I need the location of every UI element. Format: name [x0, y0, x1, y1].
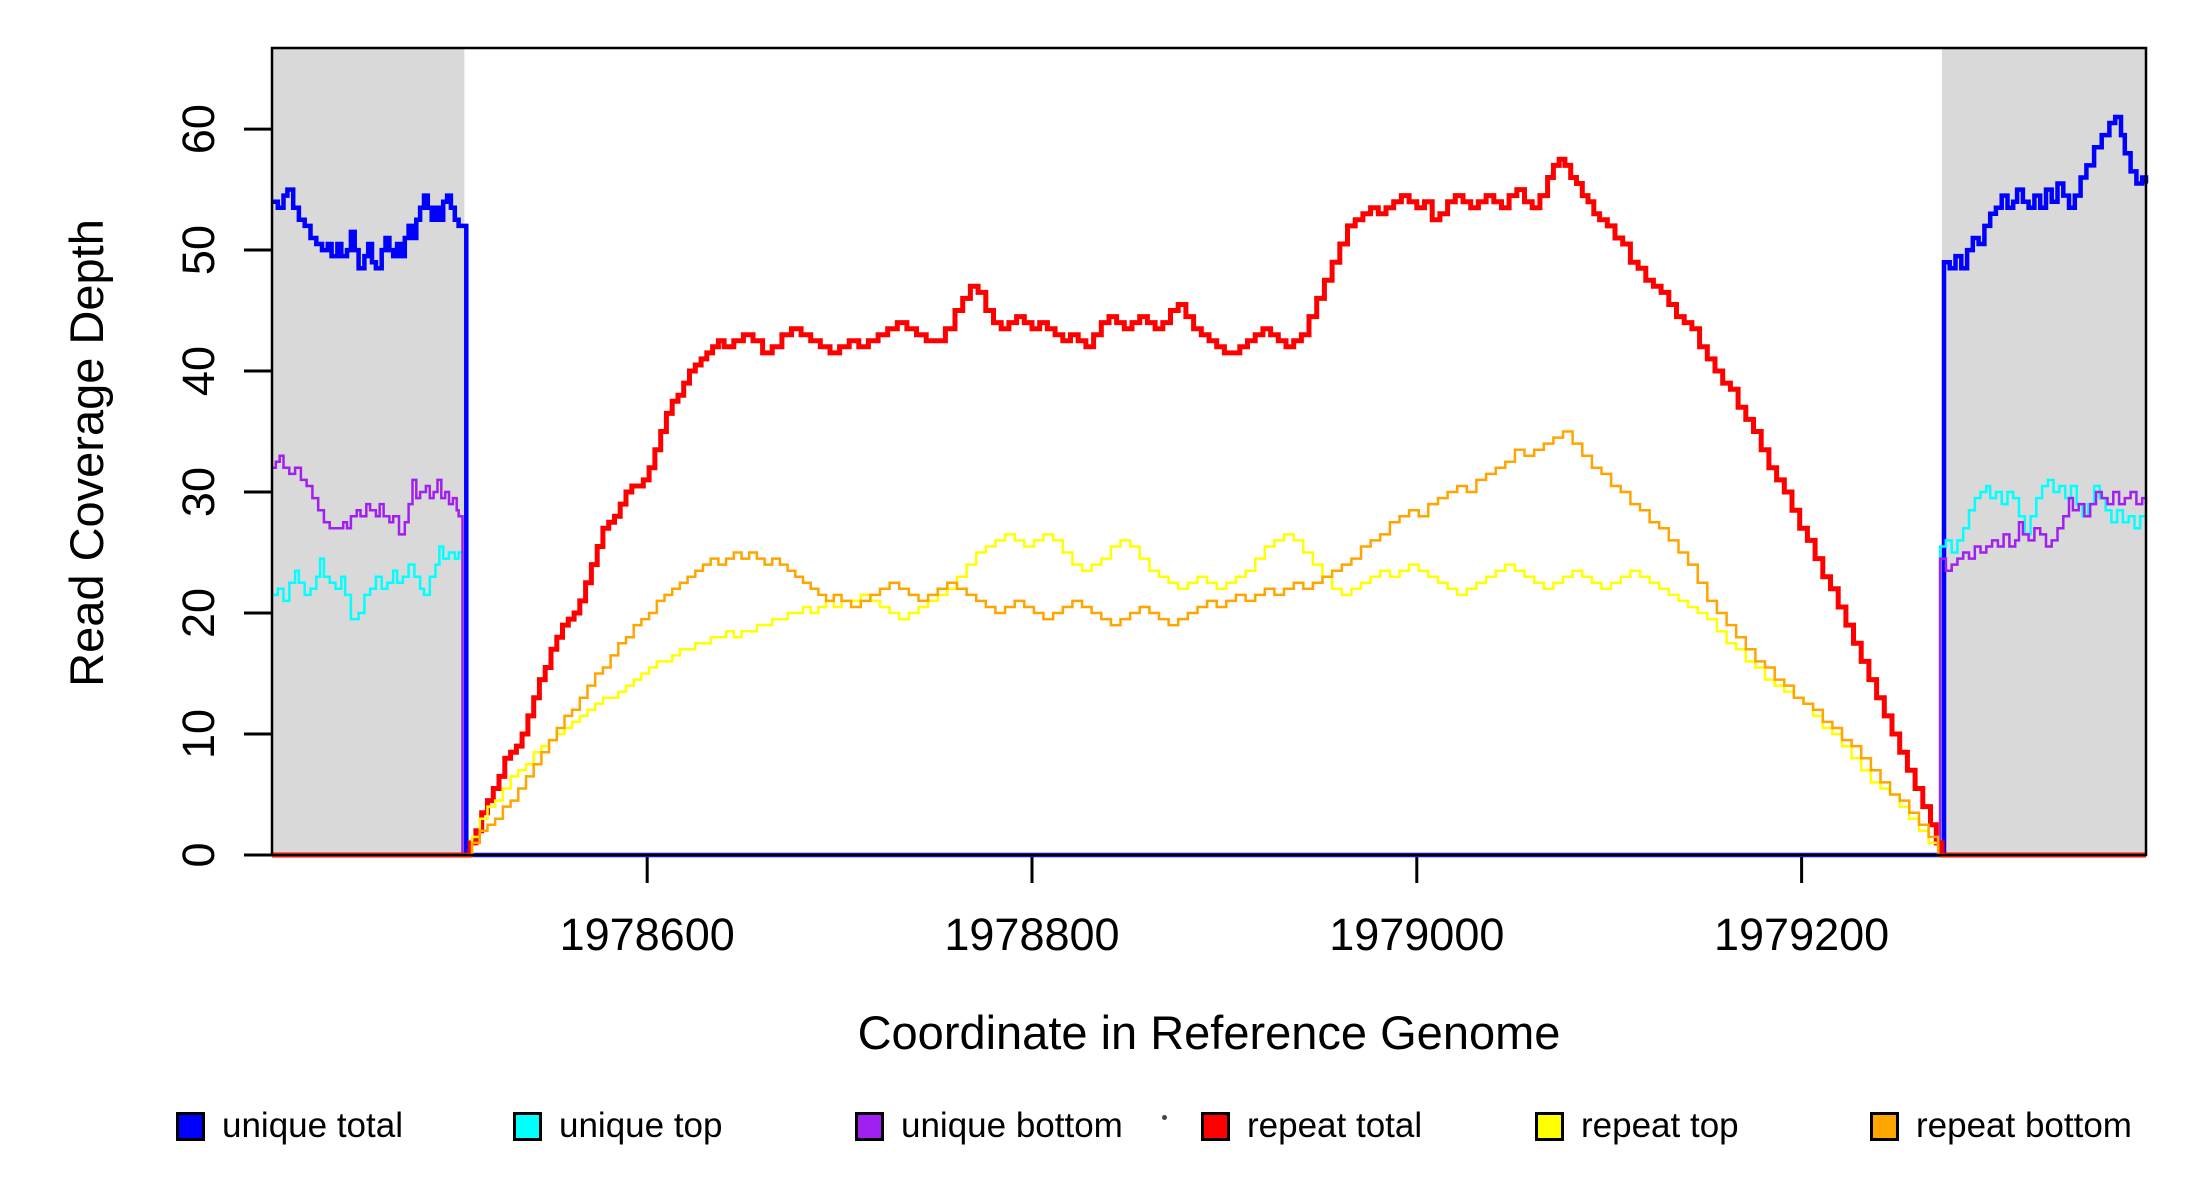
repeat-top-swatch-icon	[1535, 1111, 1564, 1141]
legend-item-repeat-total: repeat total	[1201, 1106, 1422, 1146]
legend-label: unique top	[559, 1106, 723, 1145]
x-axis-title: Coordinate in Reference Genome	[857, 1006, 1561, 1059]
series-repeat-top	[272, 533, 2146, 857]
x-tick-label: 1979200	[1714, 909, 1889, 960]
plot-border	[270, 46, 2148, 857]
x-tick-label: 1978800	[944, 909, 1119, 960]
legend-item-repeat-bottom: repeat bottom	[1870, 1106, 2132, 1146]
y-tick-label: 30	[173, 467, 224, 517]
legend-item-repeat-top: repeat top	[1535, 1106, 1739, 1146]
series-unique-bottom	[272, 454, 2148, 857]
shaded-region-1	[1942, 48, 2146, 855]
legend-item-unique-top: unique top	[513, 1106, 722, 1146]
stray-mark-dot	[1162, 1115, 1167, 1120]
x-tick-label: 1978600	[560, 909, 735, 960]
y-tick-label: 0	[173, 842, 224, 867]
legend-label: repeat bottom	[1916, 1106, 2132, 1145]
series-repeat-total	[272, 156, 2146, 858]
y-tick-label: 50	[173, 225, 224, 275]
y-tick-label: 20	[173, 588, 224, 638]
repeat-total-swatch-icon	[1201, 1111, 1230, 1141]
unique-bottom-swatch-icon	[855, 1111, 884, 1141]
x-tick-label: 1979000	[1329, 909, 1504, 960]
y-tick-label: 60	[173, 104, 224, 154]
unique-top-swatch-icon	[513, 1111, 542, 1141]
legend-label: unique bottom	[901, 1106, 1123, 1145]
legend-label: repeat total	[1247, 1106, 1423, 1145]
legend-label: repeat top	[1581, 1106, 1739, 1145]
legend-label: unique total	[222, 1106, 403, 1145]
y-axis-title: Read Coverage Depth	[60, 219, 113, 687]
y-tick-label: 40	[173, 346, 224, 396]
shaded-region-0	[272, 48, 465, 855]
y-tick-label: 10	[173, 709, 224, 759]
series-repeat-bottom	[272, 430, 2146, 857]
series-unique-total	[272, 114, 2149, 858]
repeat-bottom-swatch-icon	[1870, 1111, 1899, 1141]
legend-item-unique-bottom: unique bottom	[855, 1106, 1123, 1146]
unique-total-swatch-icon	[176, 1111, 205, 1141]
legend-item-unique-total: unique total	[176, 1106, 403, 1146]
